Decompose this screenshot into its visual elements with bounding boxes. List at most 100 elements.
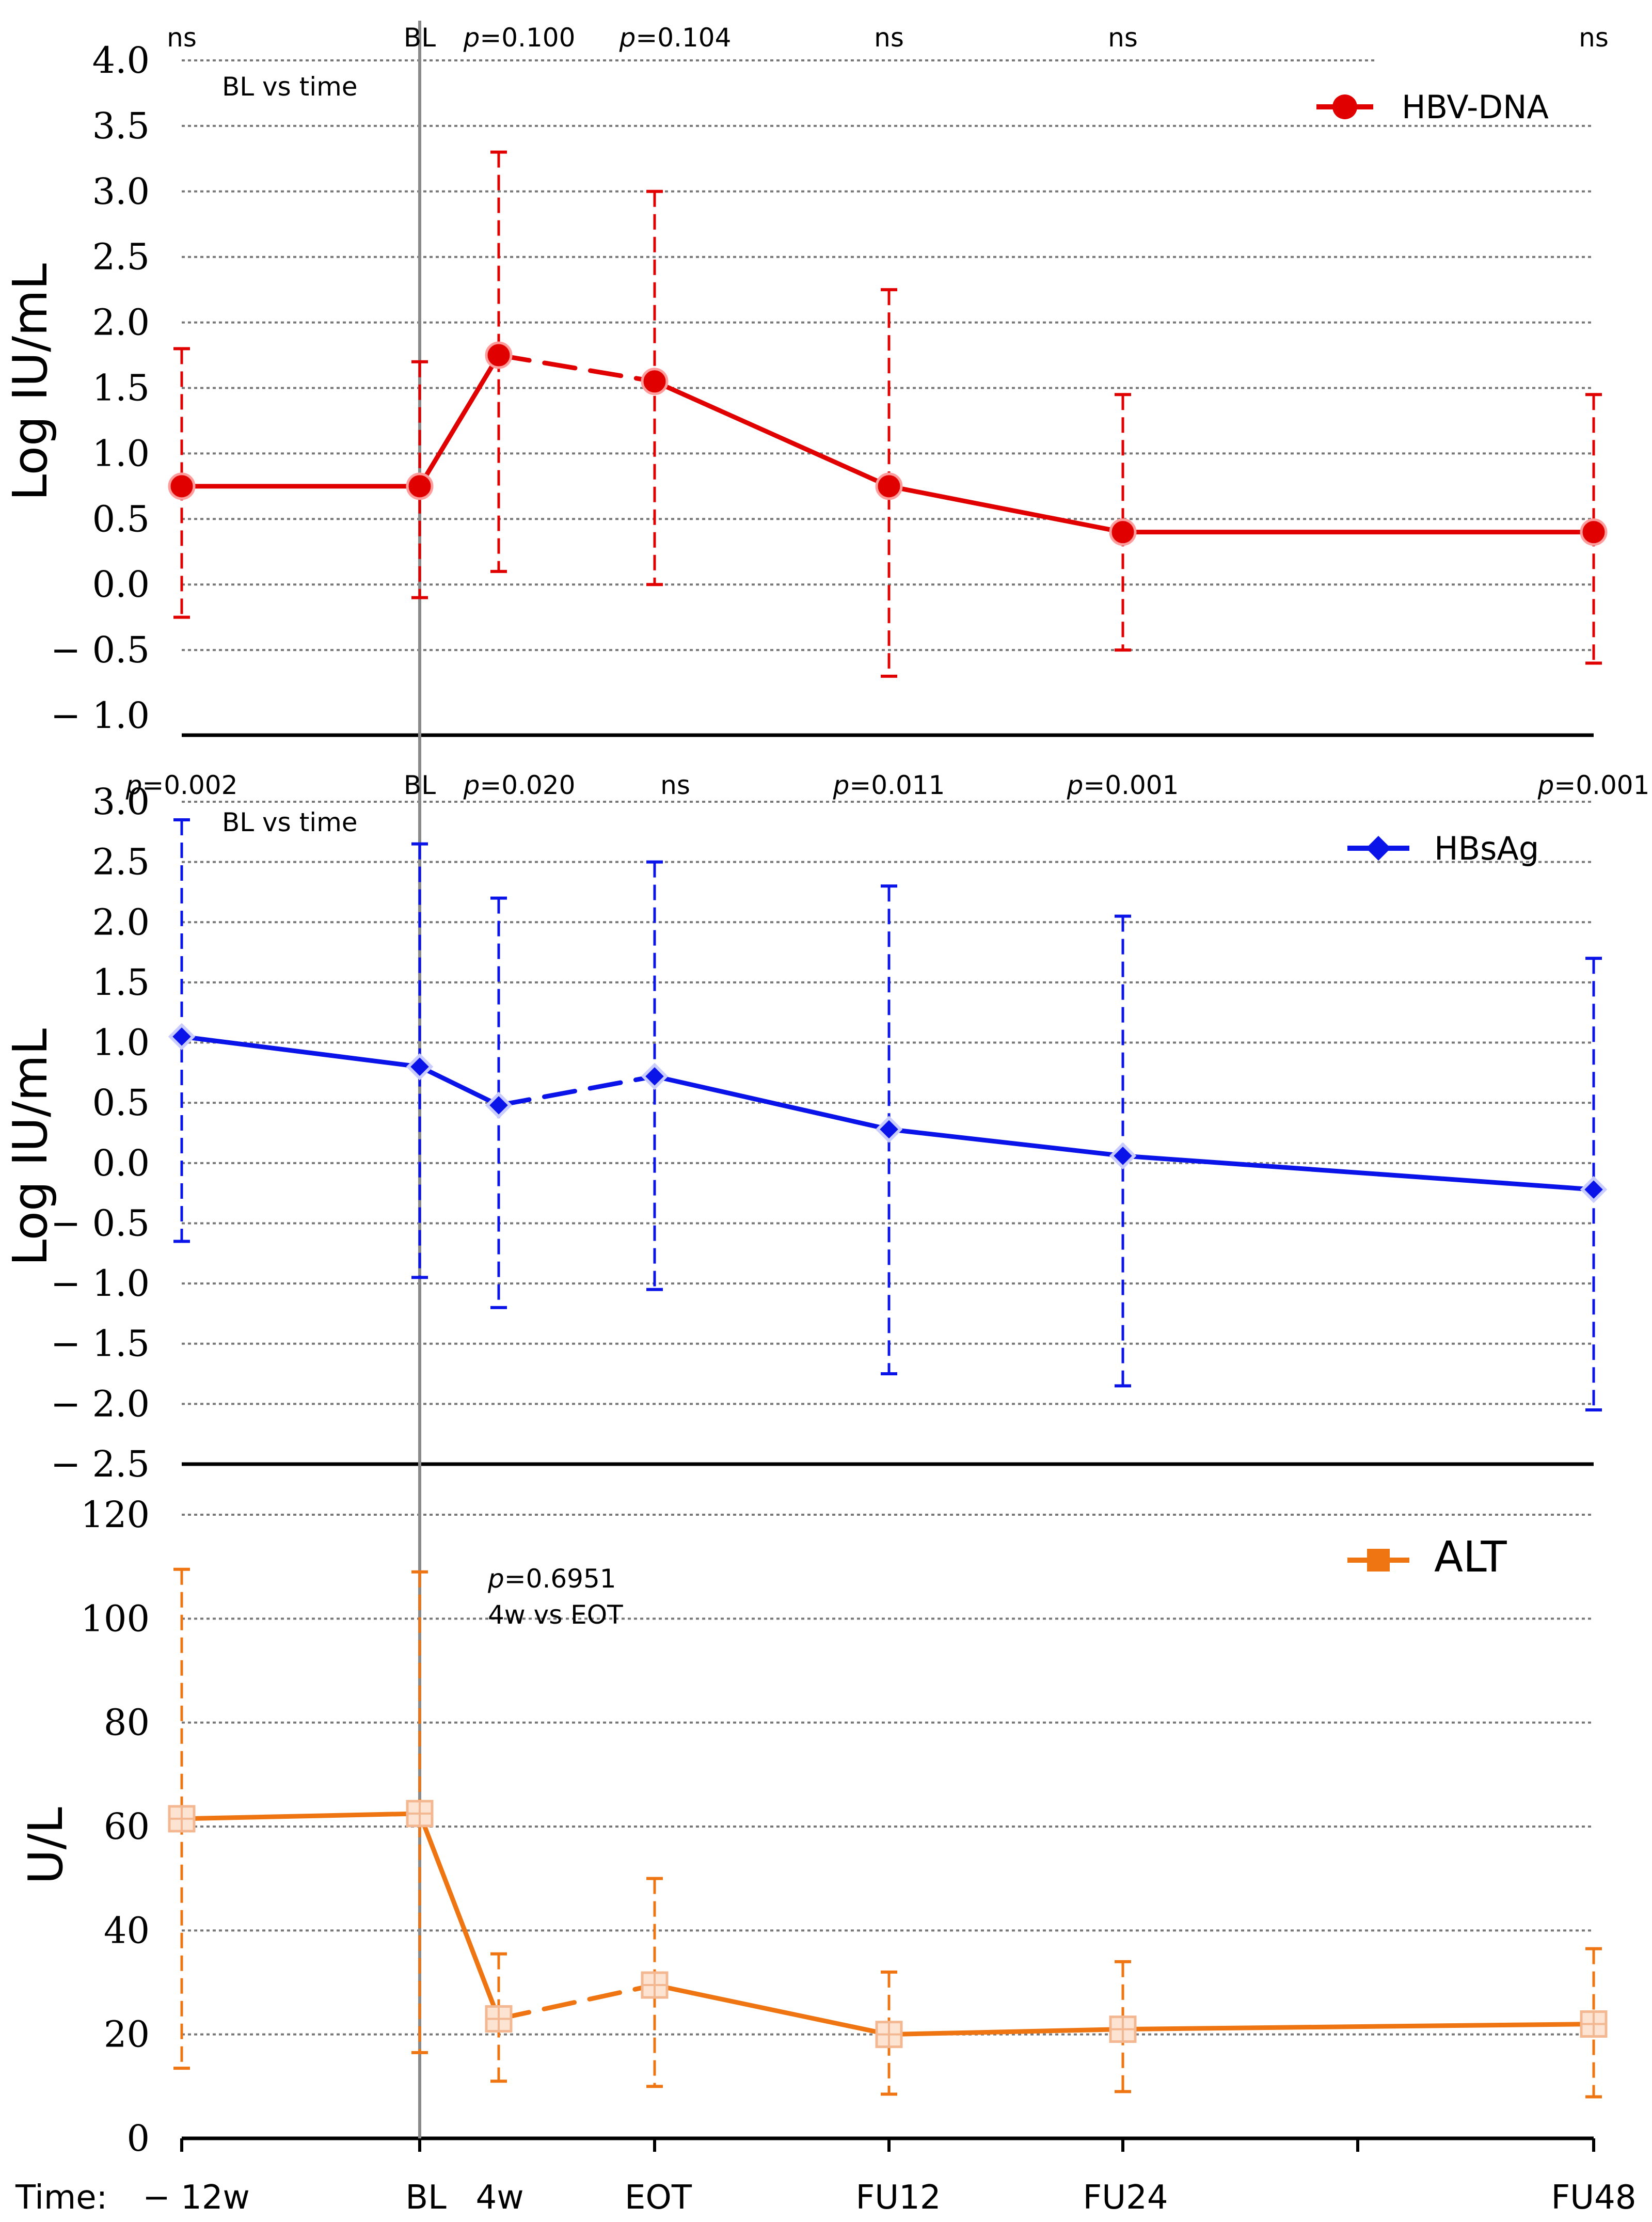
y-tick-label: 1.0 (92, 432, 150, 474)
series-segment (496, 1982, 657, 2021)
comparison-note: BL vs time (222, 807, 358, 837)
p-value-annotation: ns (1108, 23, 1138, 53)
data-point (485, 1091, 513, 1119)
y-tick-label: 120 (81, 1494, 150, 1536)
p-value: =0.6951 (504, 1564, 616, 1594)
data-markers (168, 341, 1608, 2049)
y-tick-label: − 1.0 (51, 694, 150, 737)
p-symbol: p (463, 770, 480, 800)
p-symbol: p (463, 23, 480, 53)
series-segment (652, 1074, 892, 1132)
data-point (168, 1023, 196, 1051)
data-point (1109, 518, 1137, 546)
series-segment (652, 379, 892, 489)
legend-label: HBsAg (1434, 830, 1539, 867)
y-tick-label: 2.5 (92, 236, 150, 278)
comparison-note: BL vs time (222, 72, 358, 102)
data-point (1580, 1176, 1608, 1203)
p-value-annotation: p=0.001 (1537, 770, 1650, 800)
y-tick-label: − 0.5 (51, 1202, 150, 1244)
data-point (485, 341, 513, 369)
legend-marker (1332, 94, 1357, 119)
data-point (406, 1053, 434, 1081)
legend-marker (1366, 836, 1391, 861)
p-value-annotation: p=0.100 (463, 23, 576, 53)
p-value-annotation: BL (404, 770, 436, 800)
y-tick-label: 0.5 (92, 1082, 150, 1124)
p-value-annotation: p=0.001 (1067, 770, 1179, 800)
series-segment (886, 484, 1125, 535)
x-tick-label: 4w (475, 2179, 523, 2217)
series-segment (1120, 2022, 1596, 2032)
y-tick-label: 3.0 (92, 781, 150, 823)
p-symbol: p (833, 770, 850, 800)
p-value: =0.011 (849, 770, 945, 800)
y-tick-label: − 1.5 (51, 1323, 150, 1365)
p-value-annotation: ns (167, 23, 197, 53)
series-segment (179, 1811, 422, 1821)
y-tick-label: − 0.5 (51, 629, 150, 671)
labels: 4.03.53.02.52.01.51.00.50.0− 0.5− 1.0Log… (3, 23, 1649, 2217)
series-segment (417, 353, 501, 489)
p-value: =0.002 (142, 770, 237, 800)
legend-label: HBV-DNA (1402, 88, 1549, 126)
series-segment (886, 2027, 1125, 2037)
p-value-annotation: ns (874, 23, 904, 53)
y-tick-label: 0 (126, 2117, 150, 2160)
p-value-annotation: p=0.104 (619, 23, 732, 53)
y-tick-label: 2.0 (92, 901, 150, 943)
series-segment (417, 1064, 501, 1108)
y-tick-label: 0.0 (92, 1142, 150, 1184)
y-tick-label: 1.5 (92, 367, 150, 409)
data-point (875, 1116, 903, 1143)
y-tick-label: 1.5 (92, 961, 150, 1004)
y-tick-label: 1.0 (92, 1022, 150, 1064)
p-symbol: p (1067, 770, 1084, 800)
p-value-annotation: p=0.6951 (487, 1564, 616, 1594)
y-tick-label: 3.5 (92, 105, 150, 147)
x-tick-label: − 12w (142, 2179, 250, 2217)
p-symbol: p (125, 770, 142, 800)
y-tick-label: 0.0 (92, 563, 150, 606)
series-lines (179, 353, 1596, 2037)
y-tick-label: 2.0 (92, 301, 150, 344)
series-segment (496, 353, 657, 384)
series-segment (417, 1811, 501, 2021)
p-value-annotation: ns (660, 770, 690, 800)
y-tick-label: 80 (104, 1702, 150, 1744)
y-axis-label: Log IU/mL (3, 1028, 58, 1266)
legends: HBV-DNA HBsAg ALT (1316, 88, 1549, 1582)
y-tick-label: 3.0 (92, 170, 150, 213)
p-value-annotation: 4w vs EOT (488, 1600, 623, 1630)
data-point (406, 472, 434, 500)
gridlines (182, 59, 1594, 2139)
time-axis-label: Time: (15, 2179, 107, 2217)
y-axis-label: Log IU/mL (3, 263, 58, 501)
series-segment (496, 1074, 657, 1108)
y-tick-label: 2.5 (92, 841, 150, 883)
p-symbol: p (619, 23, 636, 53)
p-value-annotation: BL (404, 23, 436, 53)
x-tick-label: EOT (625, 2179, 692, 2217)
data-point (168, 472, 196, 500)
p-value-annotation: p=0.011 (833, 770, 945, 800)
p-value-annotation: ns (1579, 23, 1609, 53)
series-segment (886, 1127, 1125, 1158)
data-point (1580, 518, 1608, 546)
y-tick-label: 100 (81, 1597, 150, 1640)
series-segment (179, 1034, 422, 1069)
y-axis-label: U/L (18, 1807, 73, 1884)
series-segment (652, 1982, 892, 2037)
p-value: =0.100 (480, 23, 575, 53)
p-value-annotation: p=0.002 (125, 770, 238, 800)
data-point (1109, 1142, 1137, 1170)
data-point (641, 1062, 669, 1090)
p-value: =0.001 (1554, 770, 1649, 800)
y-tick-label: 40 (104, 1909, 150, 1951)
data-point (875, 472, 903, 500)
p-symbol: p (1537, 770, 1554, 800)
x-tick-label: FU12 (855, 2179, 941, 2217)
legend-label: ALT (1434, 1533, 1507, 1582)
